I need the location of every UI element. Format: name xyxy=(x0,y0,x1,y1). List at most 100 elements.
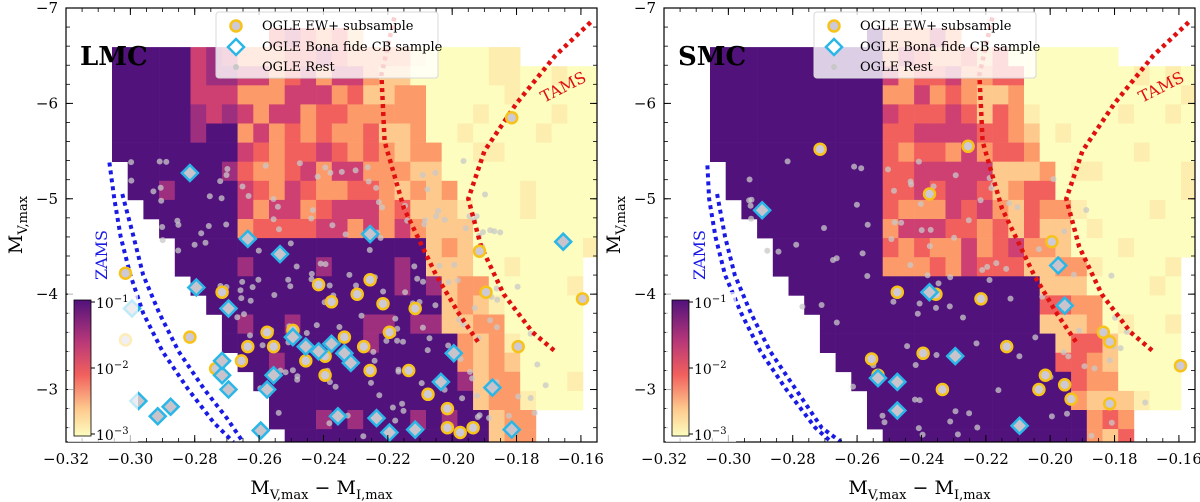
ew-point xyxy=(1102,335,1117,349)
ew-point xyxy=(260,325,274,340)
hist-bin xyxy=(1055,142,1072,162)
legend-cb-label: OGLE Bona fide CB sample xyxy=(262,40,443,55)
hist-bin xyxy=(772,47,789,67)
hist-bin xyxy=(1149,199,1166,220)
hist-bin xyxy=(473,257,490,277)
hist-bin xyxy=(898,85,915,105)
hist-bin xyxy=(710,47,726,67)
hist-bin xyxy=(1165,371,1182,392)
hist-bin xyxy=(190,66,207,86)
hist-bin xyxy=(819,314,836,334)
rest-point xyxy=(505,412,512,419)
hist-bin xyxy=(253,219,270,239)
ew-point xyxy=(453,425,467,440)
hist-bin xyxy=(772,257,789,277)
hist-bin xyxy=(867,314,883,334)
hist-bin xyxy=(1024,219,1040,239)
rest-point xyxy=(1070,271,1077,278)
x-tick-label: −0.16 xyxy=(558,450,604,468)
hist-bin xyxy=(1133,142,1150,162)
hist-bin xyxy=(426,123,442,143)
rest-point xyxy=(159,237,166,244)
hist-bin xyxy=(1118,85,1135,105)
rest-point xyxy=(456,316,463,323)
hist-bin xyxy=(504,238,521,258)
hist-bin xyxy=(551,66,568,86)
x-tick-label: −0.30 xyxy=(705,450,751,468)
rest-point xyxy=(128,177,135,184)
y-tick-label: −5 xyxy=(36,190,58,208)
hist-bin xyxy=(363,257,380,277)
lmc-panel: −0.32 −0.30 −0.28 −0.26 −0.24 −0.22 −0.20 −0.18… xyxy=(5,0,604,502)
hist-bin xyxy=(882,238,899,258)
hist-bin xyxy=(772,161,789,182)
hist-bin xyxy=(1008,219,1025,239)
hist-bin xyxy=(725,161,742,182)
hist-bin xyxy=(945,199,962,220)
hist-bin xyxy=(363,390,380,411)
rest-point xyxy=(376,392,383,399)
hist-bin xyxy=(190,199,207,220)
hist-bin xyxy=(441,238,458,258)
hist-bin xyxy=(961,238,978,258)
hist-bin xyxy=(457,276,474,296)
hist-bin xyxy=(945,333,962,353)
hist-bin xyxy=(535,314,552,334)
hist-bin xyxy=(1039,333,1056,353)
hist-bin xyxy=(457,142,474,162)
hist-bin xyxy=(363,85,380,105)
hist-bin xyxy=(488,410,505,430)
ew-point xyxy=(234,354,249,368)
rest-point xyxy=(935,280,942,287)
rest-point xyxy=(1006,200,1013,207)
hist-bin xyxy=(394,410,411,430)
hist-bin xyxy=(1024,257,1040,277)
hist-bin xyxy=(1071,85,1088,105)
hist-bin xyxy=(945,104,962,124)
hist-bin xyxy=(1133,371,1150,392)
hist-bin xyxy=(1149,104,1166,124)
hist-bin xyxy=(867,276,883,296)
hist-bin xyxy=(112,47,128,67)
hist-bin xyxy=(378,123,395,143)
ew-point xyxy=(961,139,975,154)
ew-point xyxy=(1064,392,1078,406)
rest-point xyxy=(239,278,246,285)
hist-bin xyxy=(819,180,836,201)
rest-point xyxy=(993,260,1000,267)
rest-point xyxy=(515,393,522,400)
hist-bin xyxy=(945,180,962,201)
hist-bin xyxy=(253,295,270,315)
hist-bin xyxy=(441,104,458,124)
smc-panel: −0.32 −0.30 −0.28 −0.26 −0.24 −0.22 −0.20 −0.18… xyxy=(603,0,1200,502)
hist-bin xyxy=(1149,333,1166,353)
hist-bin xyxy=(284,123,301,143)
cb-point xyxy=(1054,295,1075,316)
hist-bin xyxy=(1039,257,1056,277)
hist-bin xyxy=(347,180,364,201)
hist-bin xyxy=(1024,429,1040,442)
hist-bin xyxy=(316,123,333,143)
hist-bin xyxy=(331,104,348,124)
hist-bin xyxy=(363,429,380,442)
hist-bin xyxy=(520,180,537,201)
hist-bin xyxy=(488,352,505,373)
hist-bin xyxy=(1055,47,1072,67)
rest-point xyxy=(451,261,458,268)
rest-point xyxy=(1060,349,1067,356)
rest-point xyxy=(1108,419,1115,426)
rest-point xyxy=(392,417,399,424)
hist-bin xyxy=(269,410,285,430)
cb-point xyxy=(147,406,168,427)
legend-ew-label: OGLE EW+ subsample xyxy=(262,19,414,34)
hist-bin xyxy=(1024,85,1040,105)
hist-bin xyxy=(159,219,176,239)
hist-bin xyxy=(1086,257,1103,277)
hist-bin xyxy=(741,85,758,105)
hist-bin xyxy=(520,429,537,442)
ew-point xyxy=(922,187,937,201)
ew-point xyxy=(1032,382,1046,397)
rest-point xyxy=(238,295,245,302)
rest-point xyxy=(441,216,448,223)
hist-bin xyxy=(457,85,474,105)
